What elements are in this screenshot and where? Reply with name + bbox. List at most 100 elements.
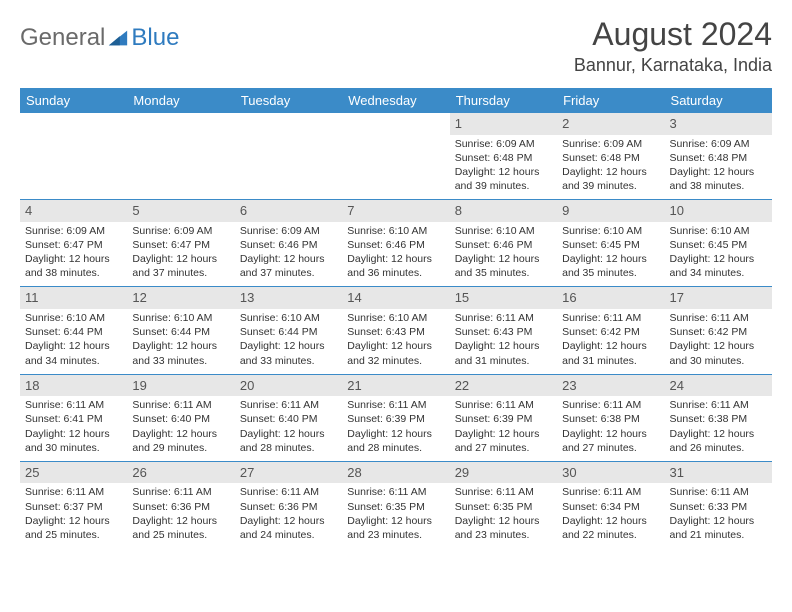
calendar-day-cell: 11Sunrise: 6:10 AMSunset: 6:44 PMDayligh… [20,287,127,374]
sunrise-text: Sunrise: 6:10 AM [240,311,337,325]
sunrise-text: Sunrise: 6:10 AM [455,224,552,238]
daylight-text: Daylight: 12 hours and 35 minutes. [562,252,659,280]
daylight-text: Daylight: 12 hours and 34 minutes. [25,339,122,367]
daylight-text: Daylight: 12 hours and 27 minutes. [562,427,659,455]
sunrise-text: Sunrise: 6:11 AM [25,398,122,412]
daylight-text: Daylight: 12 hours and 36 minutes. [347,252,444,280]
sunset-text: Sunset: 6:40 PM [132,412,229,426]
sunset-text: Sunset: 6:37 PM [25,500,122,514]
sunrise-text: Sunrise: 6:09 AM [240,224,337,238]
logo: General Blue [20,24,179,52]
day-number: 26 [127,462,234,484]
day-number: 11 [20,287,127,309]
day-number: 9 [557,200,664,222]
sunrise-text: Sunrise: 6:11 AM [132,398,229,412]
day-header: Monday [127,88,234,113]
day-number: 22 [450,375,557,397]
daylight-text: Daylight: 12 hours and 23 minutes. [347,514,444,542]
page-header: General Blue August 2024 Bannur, Karnata… [20,16,772,76]
calendar-day-cell: 26Sunrise: 6:11 AMSunset: 6:36 PMDayligh… [127,461,234,548]
daylight-text: Daylight: 12 hours and 31 minutes. [562,339,659,367]
daylight-text: Daylight: 12 hours and 30 minutes. [670,339,767,367]
calendar-day-cell: 9Sunrise: 6:10 AMSunset: 6:45 PMDaylight… [557,200,664,287]
logo-triangle-icon [107,27,129,49]
calendar-day-cell: 30Sunrise: 6:11 AMSunset: 6:34 PMDayligh… [557,461,664,548]
sunrise-text: Sunrise: 6:09 AM [670,137,767,151]
sunset-text: Sunset: 6:44 PM [240,325,337,339]
sunrise-text: Sunrise: 6:09 AM [132,224,229,238]
logo-text-blue: Blue [131,24,179,52]
sunset-text: Sunset: 6:47 PM [25,238,122,252]
calendar-day-cell: 19Sunrise: 6:11 AMSunset: 6:40 PMDayligh… [127,374,234,461]
sunset-text: Sunset: 6:38 PM [562,412,659,426]
logo-text-general: General [20,24,105,52]
day-number: 30 [557,462,664,484]
sunset-text: Sunset: 6:41 PM [25,412,122,426]
daylight-text: Daylight: 12 hours and 33 minutes. [240,339,337,367]
calendar-day-cell: 28Sunrise: 6:11 AMSunset: 6:35 PMDayligh… [342,461,449,548]
daylight-text: Daylight: 12 hours and 38 minutes. [25,252,122,280]
sunrise-text: Sunrise: 6:11 AM [455,311,552,325]
daylight-text: Daylight: 12 hours and 25 minutes. [132,514,229,542]
sunset-text: Sunset: 6:36 PM [132,500,229,514]
calendar-table: Sunday Monday Tuesday Wednesday Thursday… [20,88,772,548]
day-number: 15 [450,287,557,309]
daylight-text: Daylight: 12 hours and 24 minutes. [240,514,337,542]
sunset-text: Sunset: 6:44 PM [132,325,229,339]
sunrise-text: Sunrise: 6:10 AM [347,224,444,238]
sunset-text: Sunset: 6:46 PM [347,238,444,252]
sunset-text: Sunset: 6:48 PM [670,151,767,165]
calendar-day-cell: 27Sunrise: 6:11 AMSunset: 6:36 PMDayligh… [235,461,342,548]
calendar-day-cell: 8Sunrise: 6:10 AMSunset: 6:46 PMDaylight… [450,200,557,287]
calendar-day-cell: 10Sunrise: 6:10 AMSunset: 6:45 PMDayligh… [665,200,772,287]
sunset-text: Sunset: 6:33 PM [670,500,767,514]
calendar-day-cell: 13 Sunrise: 6:10 AMSunset: 6:44 PMDayligh… [235,287,342,374]
sunrise-text: Sunrise: 6:11 AM [670,311,767,325]
daylight-text: Daylight: 12 hours and 37 minutes. [132,252,229,280]
day-header: Saturday [665,88,772,113]
day-header: Friday [557,88,664,113]
day-number: 2 [557,113,664,135]
day-number: 13 [235,287,342,309]
day-number: 8 [450,200,557,222]
sunrise-text: Sunrise: 6:09 AM [25,224,122,238]
daylight-text: Daylight: 12 hours and 32 minutes. [347,339,444,367]
sunrise-text: Sunrise: 6:11 AM [670,398,767,412]
calendar-day-cell [235,113,342,200]
month-title: August 2024 [574,16,772,53]
day-number: 6 [235,200,342,222]
day-number: 31 [665,462,772,484]
sunset-text: Sunset: 6:39 PM [455,412,552,426]
day-number: 27 [235,462,342,484]
sunset-text: Sunset: 6:48 PM [455,151,552,165]
sunset-text: Sunset: 6:47 PM [132,238,229,252]
daylight-text: Daylight: 12 hours and 26 minutes. [670,427,767,455]
sunrise-text: Sunrise: 6:11 AM [562,398,659,412]
calendar-day-cell: 20Sunrise: 6:11 AMSunset: 6:40 PMDayligh… [235,374,342,461]
day-number: 1 [450,113,557,135]
calendar-day-cell: 16Sunrise: 6:11 AMSunset: 6:42 PMDayligh… [557,287,664,374]
calendar-day-cell [127,113,234,200]
calendar-day-cell: 12Sunrise: 6:10 AMSunset: 6:44 PMDayligh… [127,287,234,374]
sunrise-text: Sunrise: 6:11 AM [670,485,767,499]
sunset-text: Sunset: 6:35 PM [455,500,552,514]
sunset-text: Sunset: 6:46 PM [240,238,337,252]
calendar-day-cell [342,113,449,200]
daylight-text: Daylight: 12 hours and 39 minutes. [455,165,552,193]
daylight-text: Daylight: 12 hours and 21 minutes. [670,514,767,542]
day-number: 24 [665,375,772,397]
daylight-text: Daylight: 12 hours and 22 minutes. [562,514,659,542]
calendar-day-cell: 1Sunrise: 6:09 AMSunset: 6:48 PMDaylight… [450,113,557,200]
calendar-day-cell: 2Sunrise: 6:09 AMSunset: 6:48 PMDaylight… [557,113,664,200]
day-number: 14 [342,287,449,309]
sunset-text: Sunset: 6:36 PM [240,500,337,514]
sunrise-text: Sunrise: 6:11 AM [347,485,444,499]
day-number: 10 [665,200,772,222]
day-number: 21 [342,375,449,397]
day-number: 4 [20,200,127,222]
sunset-text: Sunset: 6:48 PM [562,151,659,165]
day-number: 16 [557,287,664,309]
sunset-text: Sunset: 6:39 PM [347,412,444,426]
day-number: 25 [20,462,127,484]
calendar-day-cell: 24Sunrise: 6:11 AMSunset: 6:38 PMDayligh… [665,374,772,461]
